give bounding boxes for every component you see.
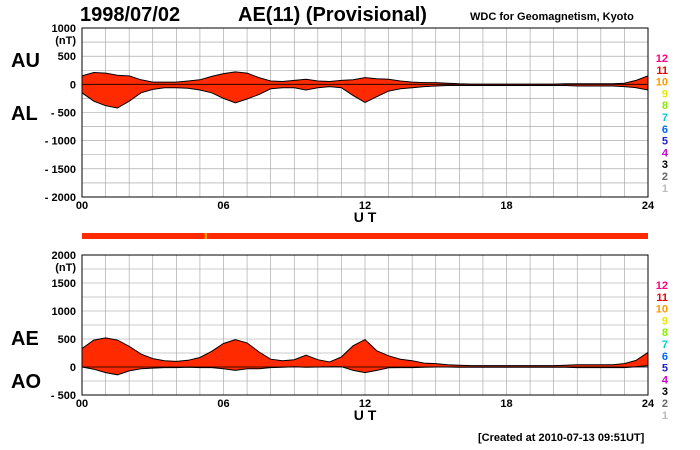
series-line-ae bbox=[81, 337, 649, 367]
y-tick-label: - 1000 bbox=[45, 136, 76, 148]
created-timestamp: [Created at 2010-07-13 09:51UT] bbox=[478, 432, 645, 444]
x-axis-label: U T bbox=[354, 407, 377, 423]
station-count-legend-label: 12 bbox=[656, 280, 668, 292]
station-count-legend-label: 5 bbox=[662, 136, 668, 148]
x-tick-label: 06 bbox=[217, 398, 229, 410]
x-tick-label: 24 bbox=[642, 398, 655, 410]
x-tick-label: 18 bbox=[500, 200, 512, 212]
station-count-legend-label: 10 bbox=[656, 304, 668, 316]
organization-label: WDC for Geomagnetism, Kyoto bbox=[470, 11, 634, 23]
chart-panel-au-al: 1000 500 0 - 500 - 1000 - 1500 - 2000 (nT) 00 06 1… bbox=[45, 23, 669, 225]
y-tick-label: 0 bbox=[70, 79, 76, 91]
y-tick-label: 500 bbox=[58, 51, 76, 63]
station-count-legend-label: 8 bbox=[662, 327, 668, 339]
y-tick-label: - 2000 bbox=[45, 192, 76, 204]
band-fill-au-al bbox=[82, 71, 648, 108]
y-unit-label: (nT) bbox=[55, 262, 76, 274]
x-tick-label: 00 bbox=[76, 398, 88, 410]
y-unit-label: (nT) bbox=[55, 35, 76, 47]
station-count-legend-label: 11 bbox=[656, 292, 668, 304]
station-count-legend-label: 11 bbox=[656, 65, 668, 77]
station-count-bar-gap bbox=[204, 233, 207, 239]
station-count-legend-label: 9 bbox=[662, 315, 668, 327]
station-count-legend-label: 10 bbox=[656, 77, 668, 89]
y-tick-label: 1000 bbox=[52, 23, 76, 35]
y-tick-label: 0 bbox=[70, 362, 76, 374]
station-count-legend-label: 1 bbox=[662, 410, 668, 422]
plot-frame bbox=[81, 254, 649, 396]
x-tick-label: 00 bbox=[76, 200, 88, 212]
station-count-legend-label: 6 bbox=[662, 124, 668, 136]
x-tick-label: 18 bbox=[500, 398, 512, 410]
x-tick-label: 24 bbox=[642, 200, 655, 212]
station-count-legend-label: 5 bbox=[662, 363, 668, 375]
y-tick-label: - 500 bbox=[51, 108, 76, 120]
station-count-legend-label: 9 bbox=[662, 88, 668, 100]
y-tick-label: 2000 bbox=[52, 250, 76, 262]
panel-label-al: AL bbox=[11, 103, 38, 125]
panel-label-au: AU bbox=[11, 50, 40, 72]
station-count-legend-label: 12 bbox=[656, 53, 668, 65]
y-tick-label: - 500 bbox=[51, 390, 76, 402]
y-tick-label: 1500 bbox=[52, 278, 76, 290]
y-tick-label: 500 bbox=[58, 334, 76, 346]
plot-title: AE(11) (Provisional) bbox=[238, 4, 427, 26]
panel-label-ao: AO bbox=[11, 371, 41, 393]
station-count-legend-label: 7 bbox=[662, 339, 668, 351]
station-count-legend-label: 4 bbox=[662, 374, 669, 386]
x-tick-label: 06 bbox=[217, 200, 229, 212]
station-count-legend-label: 1 bbox=[662, 183, 668, 195]
series-line-al bbox=[81, 85, 649, 109]
y-tick-label: - 1500 bbox=[45, 164, 76, 176]
y-tick-label: 1000 bbox=[52, 306, 76, 318]
plot-date: 1998/07/02 bbox=[80, 4, 181, 26]
station-count-legend-label: 8 bbox=[662, 100, 668, 112]
station-count-legend-label: 7 bbox=[662, 112, 668, 124]
station-count-bar-fill bbox=[82, 233, 648, 239]
band-fill-ae-ao bbox=[82, 337, 648, 375]
x-tick-label: 12 bbox=[359, 200, 371, 212]
x-axis-label: U T bbox=[354, 209, 377, 225]
station-count-legend-label: 3 bbox=[662, 159, 668, 171]
x-tick-label: 12 bbox=[359, 398, 371, 410]
station-count-legend-label: 4 bbox=[662, 147, 669, 159]
station-count-legend-label: 2 bbox=[662, 171, 668, 183]
station-count-legend-label: 2 bbox=[662, 398, 668, 410]
plot-frame bbox=[81, 27, 649, 198]
station-count-legend-label: 6 bbox=[662, 351, 668, 363]
station-count-bar bbox=[82, 233, 648, 239]
station-count-legend-label: 3 bbox=[662, 386, 668, 398]
panel-label-ae: AE bbox=[11, 328, 39, 350]
